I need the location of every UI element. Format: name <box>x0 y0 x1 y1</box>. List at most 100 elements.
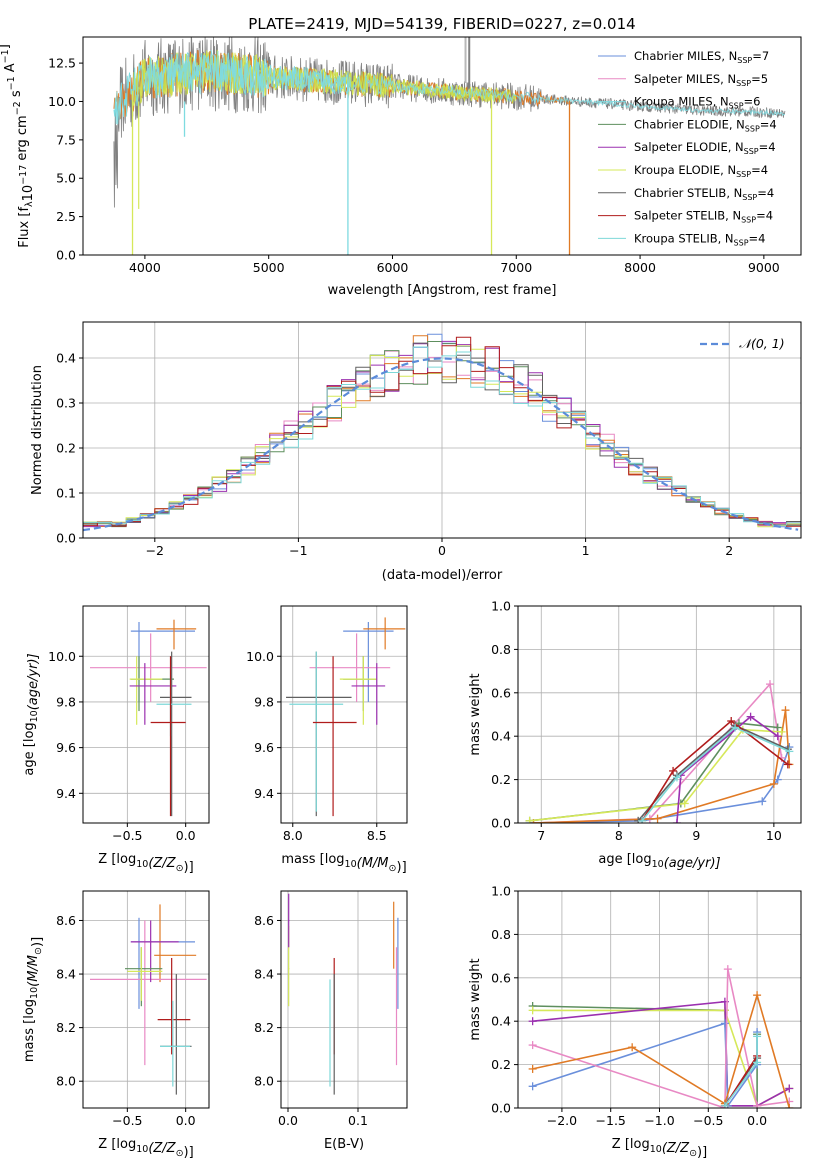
axes-frame <box>82 605 210 824</box>
x-tick-label: −0.5 <box>112 828 142 843</box>
y-tick-label: 0.2 <box>491 1057 511 1072</box>
label-part: ⊙ <box>689 1148 697 1159</box>
y-tick-label: 0.2 <box>56 441 76 456</box>
label-part: 10 <box>21 185 36 202</box>
label-part: )] <box>184 1145 194 1160</box>
y-tick-label: 10.0 <box>246 649 274 664</box>
legend-tail: =4 <box>749 231 766 245</box>
label-part: age [log <box>22 722 37 775</box>
age-vs-mass-frame: 8.0 8.5 9.4 9.6 9.8 10.0 <box>246 605 408 843</box>
y-axis-label: mass weight <box>468 673 483 755</box>
label-part: −1 <box>0 49 11 63</box>
label-part: )] <box>30 937 45 947</box>
y-tick-label: 5.0 <box>56 171 76 186</box>
label-part: 10 <box>650 1144 662 1155</box>
y-tick-label: 0.4 <box>491 729 511 744</box>
legend-text: Chabrier STELIB, N <box>634 186 742 200</box>
legend-entry: Chabrier ELODIE, NSSP=4 <box>634 117 777 133</box>
y-tick-label: 9.8 <box>56 694 76 709</box>
y-tick-label: 0.4 <box>491 1014 511 1029</box>
mass-vs-EBV-axes <box>281 891 407 1108</box>
legend-sub: SSP <box>745 124 760 133</box>
residual-hist-frame: −2 −1 0 1 2 0.0 0.1 0.2 0.3 0.4 <box>56 321 802 558</box>
y-tick-label: 9.8 <box>254 694 274 709</box>
mass-vs-EBV-points <box>288 893 399 1095</box>
massweight-vs-age-frame: 7 8 9 10 0.0 0.2 0.4 0.6 0.8 1.0 <box>491 599 802 843</box>
x-axis-label: (data-model)/error <box>382 568 503 583</box>
label-part: (M/M <box>26 955 41 987</box>
x-tick-label: −1 <box>289 543 307 558</box>
legend-text: Kroupa MILES, N <box>634 95 729 109</box>
y-tick-label: 8.6 <box>254 913 274 928</box>
label-part: 10 <box>345 859 357 870</box>
y-tick-label: 8.0 <box>254 1074 274 1089</box>
label-part: s <box>9 90 24 101</box>
series-line <box>529 746 791 823</box>
legend-entry: 𝒩(0, 1) <box>739 336 785 351</box>
axes-frame <box>82 890 210 1109</box>
mass-vs-Z-frame: −0.5 0.0 8.0 8.2 8.4 8.6 <box>56 890 210 1128</box>
x-tick-label: 0.0 <box>747 1113 767 1128</box>
label-part: Z [log <box>98 1137 136 1152</box>
y-tick-label: 0.0 <box>56 248 76 263</box>
label-part: mass [log <box>281 852 344 867</box>
y-tick-label: 0.2 <box>491 772 511 787</box>
legend-tail: =4 <box>756 209 773 223</box>
label-part: Z [log <box>612 1137 650 1152</box>
legend-text: Chabrier ELODIE, N <box>634 117 745 131</box>
legend-entry: Kroupa ELODIE, NSSP=4 <box>634 163 768 179</box>
label-part: (M/M <box>357 856 389 871</box>
y-axis-label: Normed distribution <box>30 365 45 495</box>
x-tick-label: 0.0 <box>176 1113 196 1128</box>
legend-tail: =4 <box>757 186 774 200</box>
label-part: )] <box>184 860 194 875</box>
x-tick-label: 0.0 <box>278 1113 298 1128</box>
age-vs-Z-axes <box>83 606 209 823</box>
label-part: 10 <box>136 859 148 870</box>
label-part: −2 <box>12 101 23 115</box>
legend-sub: SSP <box>734 238 749 247</box>
y-tick-label: 12.5 <box>48 56 76 71</box>
y-tick-label: 0.0 <box>491 1101 511 1116</box>
y-tick-label: 0.0 <box>56 531 76 546</box>
y-tick-label: 1.0 <box>491 884 511 899</box>
x-tick-label: 8.5 <box>367 828 387 843</box>
x-tick-label: 4000 <box>129 260 161 275</box>
series-line <box>676 715 779 823</box>
y-tick-label: 7.5 <box>56 132 76 147</box>
age-vs-mass-points <box>286 617 406 817</box>
label-part: (Z/Z <box>148 1141 176 1156</box>
y-tick-label: 8.2 <box>56 1020 76 1035</box>
gaussian-curve <box>83 357 799 532</box>
x-tick-label: 2 <box>725 543 733 558</box>
label-part: mass [log <box>22 999 37 1062</box>
y-tick-label: 0.3 <box>56 396 76 411</box>
axes-frame <box>280 605 408 824</box>
x-tick-label: −1.0 <box>644 1113 674 1128</box>
label-part: age [log <box>598 852 651 867</box>
series-line <box>641 719 789 822</box>
legend-text: Kroupa STELIB, N <box>634 231 734 245</box>
label-part: erg cm <box>15 115 30 164</box>
label-part: Z [log <box>98 852 136 867</box>
label-part: ⊙ <box>389 863 397 874</box>
series-line <box>532 992 791 1108</box>
label-part: 10 <box>29 987 40 999</box>
x-tick-label: 9 <box>692 828 700 843</box>
massweight-vs-Z-frame: −2.0 −1.5 −1.0 −0.5 0.0 0.0 0.2 0.4 0.6 0.8 1.0 <box>491 884 802 1128</box>
label-part: ⊙ <box>176 863 184 874</box>
legend-entry: Salpeter ELODIE, NSSP=4 <box>634 140 776 156</box>
spectrum-plot <box>113 37 786 255</box>
x-tick-label: 7000 <box>500 260 532 275</box>
legend-entry: Kroupa MILES, NSSP=6 <box>634 95 760 111</box>
x-axis-label: E(B-V) <box>324 1137 364 1152</box>
legend-tail: =7 <box>752 49 769 63</box>
legend-tail: =4 <box>760 117 777 131</box>
legend-text: Kroupa ELODIE, N <box>634 163 736 177</box>
y-tick-label: 8.6 <box>56 913 76 928</box>
y-tick-label: 0.8 <box>491 642 511 657</box>
legend-tail: =4 <box>759 140 776 154</box>
x-tick-label: 0 <box>438 543 446 558</box>
legend-entry: Chabrier STELIB, NSSP=4 <box>634 186 774 202</box>
label-part: )] <box>397 860 407 875</box>
